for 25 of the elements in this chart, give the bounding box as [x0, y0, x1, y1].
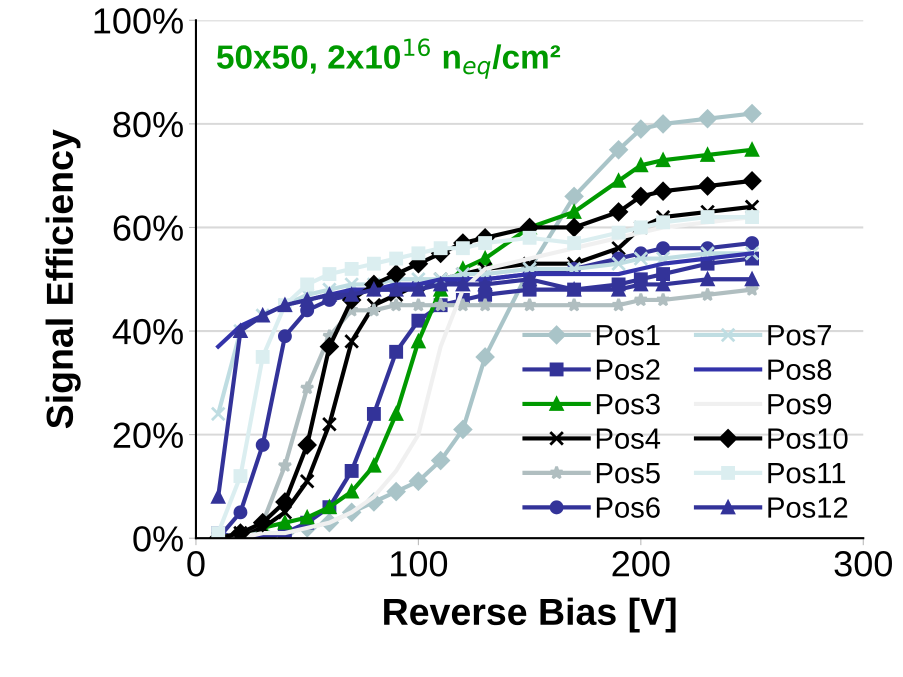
- legend-label: Pos8: [768, 359, 832, 380]
- x-tick-label: 200: [612, 550, 670, 577]
- y-tick-label: 60%: [114, 215, 183, 241]
- legend-label: Pos6: [596, 497, 660, 518]
- y-tick-label: 20%: [114, 422, 183, 448]
- legend-label: Pos3: [596, 394, 660, 414]
- legend-label: Pos1: [596, 325, 660, 346]
- legend-label: Pos4: [596, 428, 660, 449]
- y-tick-label: 80%: [113, 112, 183, 138]
- legend-label: Pos2: [596, 359, 660, 380]
- y-tick-label: 100%: [94, 8, 183, 34]
- y-tick-label: 0%: [133, 526, 183, 552]
- legend-label: Pos10: [768, 428, 848, 449]
- x-tick-label: 0: [187, 550, 205, 577]
- legend-label: Pos11: [768, 463, 846, 484]
- x-axis-title: Reverse Bias [V]: [384, 598, 676, 633]
- legend-label: Pos12: [768, 497, 848, 518]
- y-axis-title: Signal Efficiency: [46, 129, 81, 428]
- x-tick-label: 100: [391, 550, 448, 577]
- legend-label: Pos5: [596, 463, 660, 484]
- legend-label: Pos7: [768, 325, 832, 346]
- legend-label: Pos9: [768, 394, 832, 414]
- annotation: 50x50, 2x10$^{16}$ n$_{eq}$/cm²: [216, 38, 560, 79]
- x-tick-label: 300: [834, 550, 892, 577]
- y-tick-label: 40%: [112, 318, 183, 344]
